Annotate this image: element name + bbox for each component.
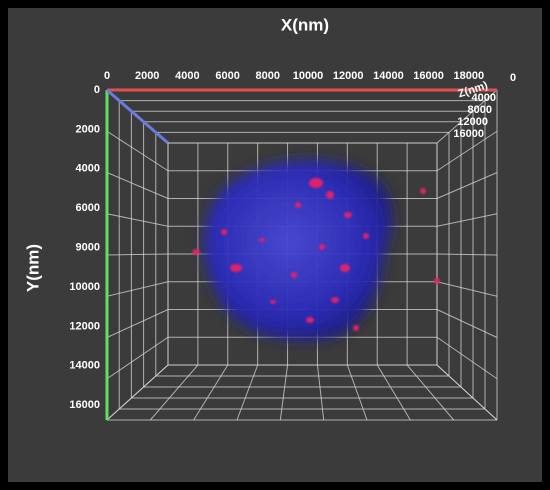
- wall-grid-line: [106, 172, 169, 199]
- x-tick-label: 8000: [256, 70, 280, 82]
- wall-grid-line: [106, 130, 169, 172]
- y-tick-label: 12000: [69, 320, 100, 332]
- wall-grid-line: [106, 213, 169, 227]
- y-tick-label: 10000: [69, 281, 100, 293]
- floor-grid-line: [193, 364, 229, 421]
- x-axis-title: X(nm): [281, 15, 329, 34]
- x-tick-label: 14000: [373, 70, 404, 82]
- tick-labels: 0 2000 4000 6000 8000 10000 12000 14000 16000 180…: [69, 70, 516, 411]
- y-axis-title: Y(nm): [23, 244, 42, 292]
- z-tick-label: 8000: [468, 104, 492, 116]
- x-tick-label: 12000: [333, 70, 364, 82]
- y-tick-label: 16000: [69, 399, 100, 411]
- wall-grid-line: [106, 281, 169, 297]
- y-tick-label: 6000: [76, 202, 100, 214]
- x-tick-label: 10000: [293, 70, 324, 82]
- wall-grid-line: [436, 309, 498, 338]
- wall-grid-line: [106, 336, 169, 380]
- floor-grid-line: [406, 364, 455, 421]
- floor-grid-line: [316, 364, 325, 421]
- wall-grid-line: [436, 130, 498, 172]
- z-tick-label: 0: [510, 72, 516, 84]
- y-tick-label: 14000: [69, 360, 100, 372]
- wall-grid-line: [436, 281, 498, 297]
- grid: [106, 89, 498, 421]
- wall-grid-line: [436, 364, 498, 421]
- y-tick-label: 2000: [76, 123, 100, 135]
- wall-grid-line: [436, 172, 498, 199]
- x-tick-label: 2000: [135, 70, 159, 82]
- floor-grid-line: [236, 364, 259, 421]
- wall-grid-line: [436, 336, 498, 380]
- cell-body: [203, 160, 393, 341]
- floor-grid-line: [279, 364, 289, 421]
- z-tick-label: 16000: [453, 128, 484, 140]
- wall-grid-line: [106, 253, 169, 256]
- x-tick-label: 6000: [215, 70, 239, 82]
- wall-grid-line: [106, 364, 169, 421]
- z-axis-line: [106, 88, 169, 145]
- z-tick-label: 12000: [457, 116, 488, 128]
- floor-grid-line: [346, 364, 368, 421]
- z-tick-label: 4000: [472, 92, 496, 104]
- floor-grid-line: [376, 364, 411, 421]
- red-spots: [192, 178, 440, 331]
- cell-volume: [192, 160, 440, 341]
- floor-grid-line: [149, 364, 199, 421]
- x-tick-label: 16000: [413, 70, 444, 82]
- wall-grid-line: [106, 309, 169, 338]
- y-tick-label: 0: [94, 84, 100, 96]
- y-tick-label: 4000: [76, 163, 100, 175]
- y-tick-label: 9000: [76, 242, 100, 254]
- x-tick-label: 0: [104, 70, 110, 82]
- wall-grid-line: [436, 89, 498, 144]
- wall-grid-line: [436, 253, 498, 256]
- x-tick-label: 4000: [175, 70, 199, 82]
- wall-grid-line: [436, 213, 498, 227]
- x-tick-label: 18000: [454, 70, 485, 82]
